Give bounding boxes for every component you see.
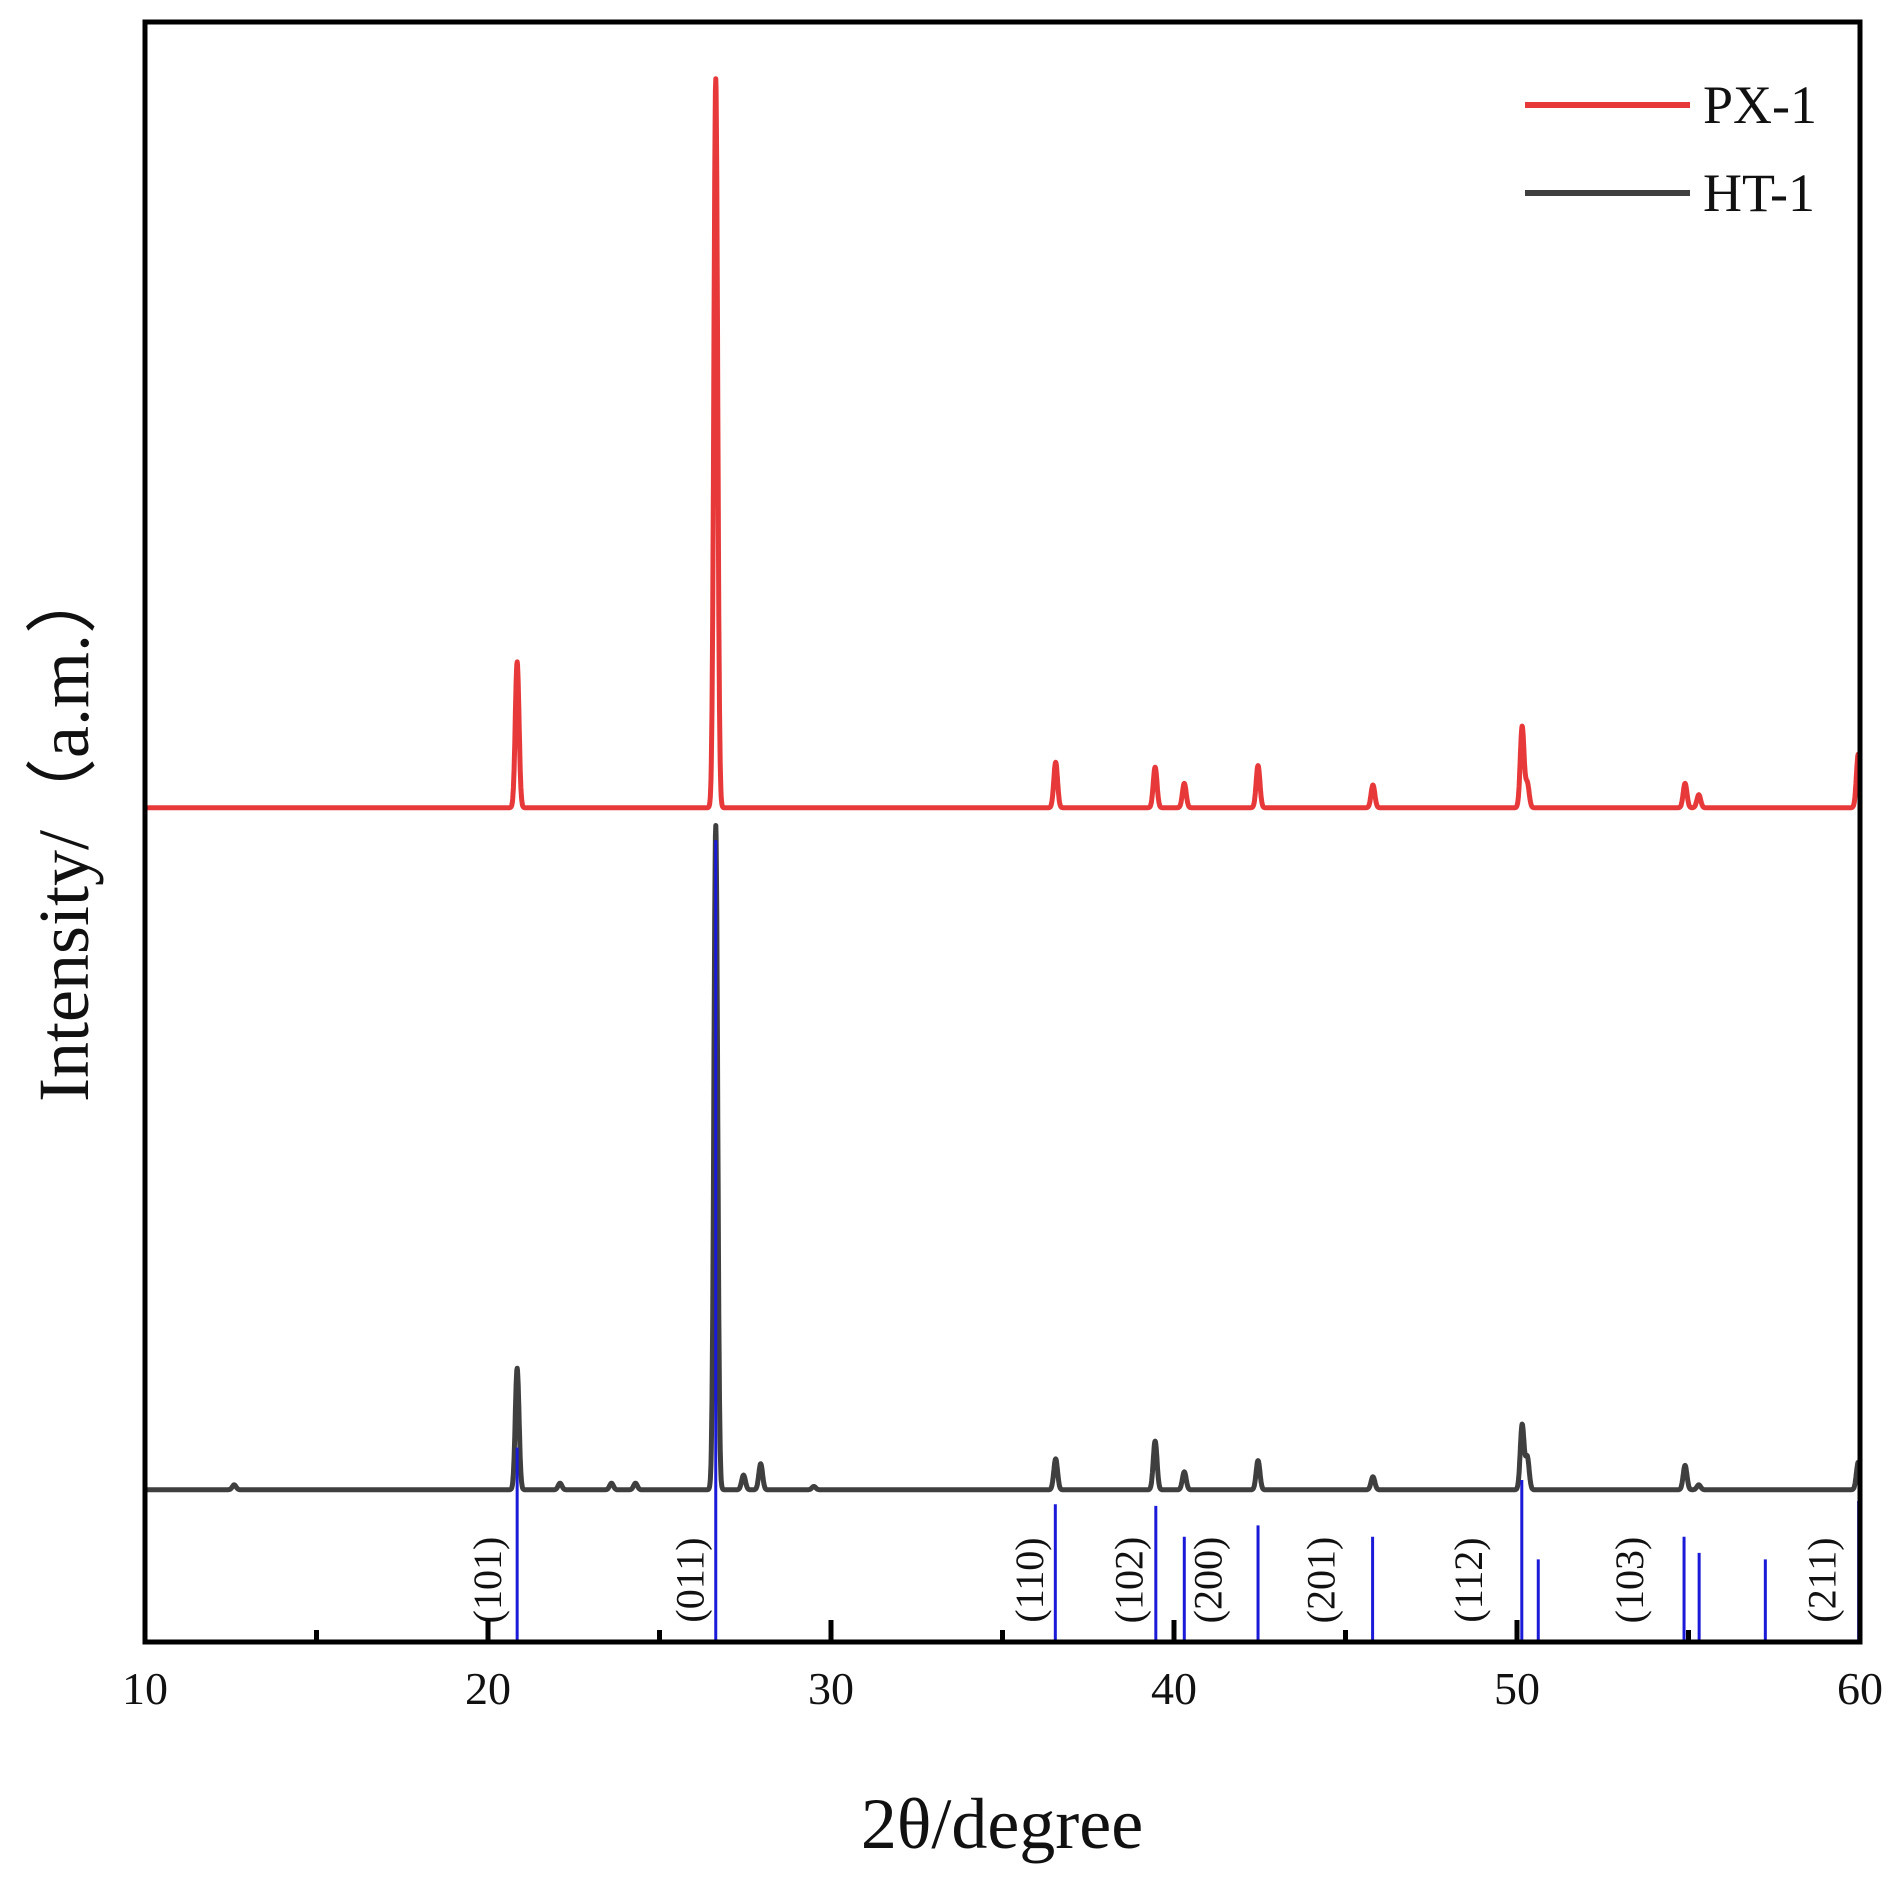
legend-label-ht-1: HT-1: [1703, 163, 1815, 223]
hkl-label: (102): [1106, 1537, 1151, 1624]
hkl-annotation-layer: (101) (011) (110) (102) (200) (201) (112) (103)…: [465, 1537, 1844, 1624]
x-tick-label: 60: [1837, 1663, 1883, 1714]
hkl-label: (201): [1298, 1537, 1343, 1624]
x-tick-label: 20: [465, 1663, 511, 1714]
hkl-label: (211): [1799, 1537, 1844, 1622]
series-line-px-1: [142, 76, 1863, 811]
hkl-label: (103): [1607, 1537, 1652, 1624]
y-axis-title: Intensity/（a.m.）: [24, 562, 104, 1102]
hkl-label: (011): [667, 1537, 712, 1622]
series-line-ht-1: [142, 823, 1863, 1493]
hkl-label: (112): [1446, 1537, 1491, 1622]
legend-label-px-1: PX-1: [1703, 75, 1817, 135]
plot-frame: [142, 19, 1863, 1645]
x-axis-title: 2θ/degree: [861, 1784, 1143, 1864]
x-tick-label: 30: [808, 1663, 854, 1714]
series-layer: [142, 76, 1863, 1493]
hkl-label: (200): [1185, 1537, 1230, 1624]
hkl-label: (101): [465, 1537, 510, 1624]
x-tick-label: 40: [1151, 1663, 1197, 1714]
x-tick-layer: 10 20 30 40 50 60: [122, 1620, 1883, 1714]
x-tick-label: 50: [1494, 1663, 1540, 1714]
legend: PX-1 HT-1: [1525, 75, 1817, 223]
hkl-label: (110): [1007, 1537, 1052, 1622]
x-tick-label: 10: [122, 1663, 168, 1714]
